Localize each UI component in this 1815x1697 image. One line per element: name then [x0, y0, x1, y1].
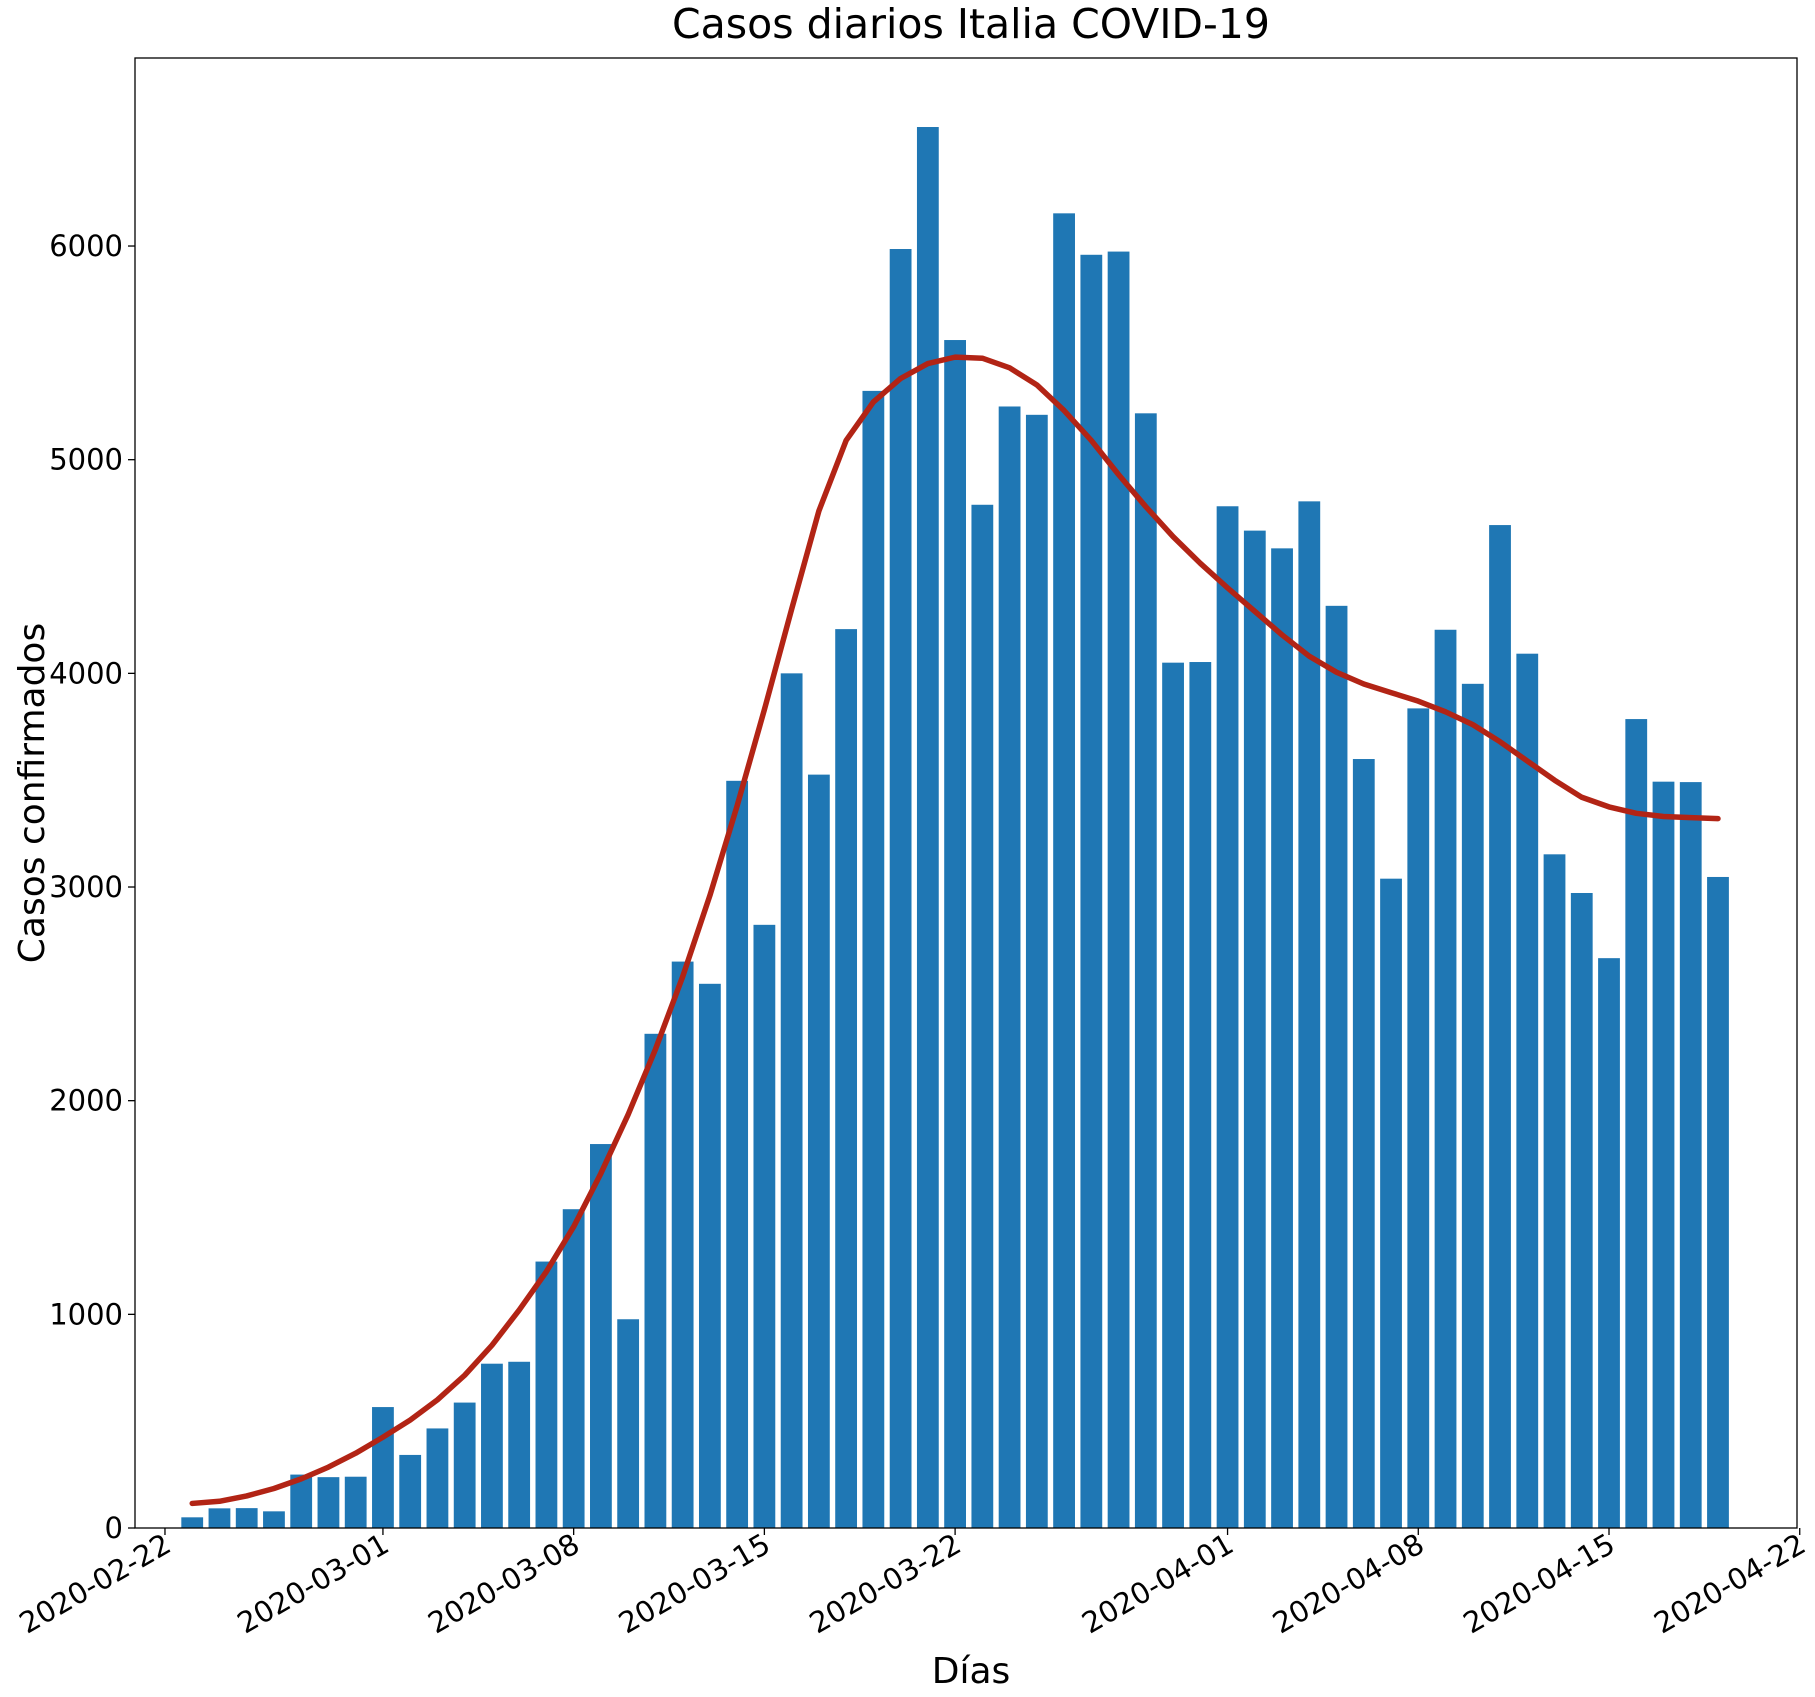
bar — [1679, 782, 1702, 1528]
bar — [344, 1476, 367, 1528]
bar — [644, 1033, 667, 1528]
bar — [1243, 530, 1266, 1528]
x-tick-label: 2020-04-08 — [1267, 1527, 1430, 1641]
trend-line — [189, 354, 1721, 1507]
y-tick-label: 3000 — [49, 870, 123, 904]
bar — [1598, 958, 1620, 1528]
bar — [208, 1508, 231, 1528]
bar-series — [181, 127, 1729, 1529]
x-axis-label: Días — [932, 1651, 1011, 1692]
bar — [562, 1209, 585, 1528]
bar — [1298, 501, 1321, 1528]
bar — [181, 1517, 204, 1528]
bar — [617, 1319, 640, 1528]
bar — [1025, 414, 1048, 1528]
bar — [1134, 413, 1157, 1528]
bar — [671, 961, 694, 1528]
bar — [1516, 653, 1539, 1528]
y-tick-label: 5000 — [49, 443, 123, 477]
bar — [290, 1474, 313, 1528]
x-tick-label: 2020-04-01 — [1076, 1527, 1239, 1641]
y-tick-label: 6000 — [49, 229, 123, 263]
bar — [807, 774, 830, 1528]
bar — [726, 780, 749, 1528]
bar — [698, 983, 721, 1528]
trend-series — [189, 354, 1721, 1507]
bar — [1543, 854, 1566, 1528]
x-tick-label: 2020-03-08 — [422, 1527, 585, 1641]
bar — [263, 1511, 285, 1528]
x-tick-label: 2020-03-15 — [613, 1527, 776, 1641]
bar — [453, 1402, 476, 1528]
bar — [1380, 878, 1402, 1528]
bar — [1162, 662, 1184, 1528]
chart-title: Casos diarios Italia COVID-19 — [672, 0, 1270, 48]
bar — [998, 406, 1021, 1528]
bar — [372, 1407, 394, 1528]
bar — [1189, 662, 1212, 1528]
bar — [1461, 683, 1484, 1528]
x-tick-label: 2020-03-22 — [804, 1527, 967, 1641]
bar — [481, 1363, 503, 1528]
x-tick-label: 2020-02-22 — [14, 1527, 177, 1641]
x-axis: 2020-02-22 2020-03-01 2020-03-08 2020-03-15… — [14, 1527, 1812, 1641]
bar — [1271, 548, 1293, 1528]
bar — [862, 390, 885, 1529]
bar — [508, 1361, 531, 1528]
bar — [1053, 213, 1075, 1528]
bar — [1434, 629, 1457, 1528]
y-tick-label: 2000 — [49, 1084, 123, 1118]
bar — [1325, 605, 1348, 1528]
y-axis: 0 1000 2000 3000 4000 5000 6000 — [49, 229, 135, 1545]
bar — [235, 1508, 258, 1528]
bar — [1707, 876, 1729, 1528]
x-tick-label: 2020-03-01 — [231, 1527, 394, 1641]
y-tick-label: 1000 — [49, 1297, 123, 1331]
plot-frame — [134, 57, 1798, 1529]
bar — [426, 1428, 449, 1528]
bar — [916, 127, 939, 1529]
y-axis-label: Casos confirmados — [12, 623, 53, 963]
bar — [399, 1454, 422, 1528]
y-tick-label: 4000 — [49, 656, 123, 690]
bar — [1107, 251, 1130, 1528]
bar — [1407, 708, 1430, 1528]
bar — [1216, 506, 1239, 1528]
bar — [753, 924, 776, 1528]
bar — [971, 504, 994, 1528]
bar — [1352, 759, 1375, 1528]
bar — [590, 1144, 612, 1528]
bar — [1570, 892, 1593, 1528]
bar — [944, 340, 966, 1528]
bar — [1625, 719, 1648, 1528]
bar — [780, 673, 803, 1528]
y-tick-label: 0 — [105, 1511, 123, 1545]
bar — [1652, 781, 1675, 1528]
bar — [1489, 525, 1511, 1528]
bar — [835, 629, 858, 1528]
x-tick-label: 2020-04-22 — [1648, 1527, 1811, 1641]
bar — [889, 249, 912, 1529]
bar — [535, 1261, 558, 1528]
bar — [317, 1477, 340, 1528]
bar — [1080, 254, 1103, 1528]
x-tick-label: 2020-04-15 — [1458, 1527, 1621, 1641]
